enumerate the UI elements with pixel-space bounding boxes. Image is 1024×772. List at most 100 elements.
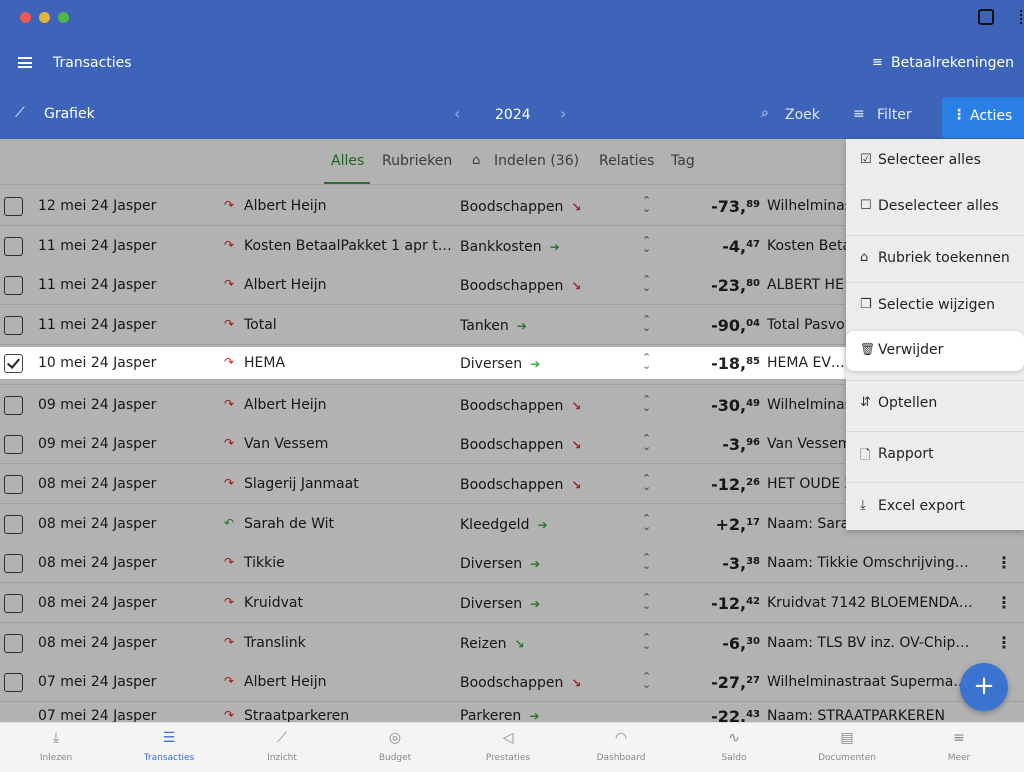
more-vertical-icon: ⋮ bbox=[952, 107, 966, 123]
trend-arrow-icon: ➔ bbox=[516, 319, 527, 333]
row-checkbox[interactable] bbox=[4, 396, 23, 415]
sort-icon[interactable]: ⌃⌄ bbox=[642, 234, 652, 255]
sort-icon[interactable]: ⌃⌄ bbox=[642, 472, 652, 493]
row-amount: -3,96 bbox=[722, 435, 760, 454]
expense-icon: ↷ bbox=[224, 674, 235, 688]
sort-icon[interactable]: ⌃⌄ bbox=[642, 273, 652, 294]
sort-icon[interactable]: ⌃⌄ bbox=[642, 670, 652, 691]
row-checkbox[interactable] bbox=[4, 634, 23, 653]
tab-categories[interactable]: Rubrieken bbox=[382, 153, 453, 169]
menu-item-excel-export[interactable]: ⤓ Excel export bbox=[860, 498, 965, 514]
row-checkbox[interactable] bbox=[4, 435, 23, 454]
nav-budget[interactable]: ◎ Budget bbox=[340, 729, 450, 763]
actions-button[interactable]: ⋮ Acties bbox=[942, 97, 1024, 138]
menu-item-sum[interactable]: ⇵ Optellen bbox=[860, 395, 938, 411]
sort-icon[interactable]: ⌃⌄ bbox=[642, 512, 652, 533]
table-row[interactable]: 08 mei 24 Jasper ↷ Translink Reizen ↘ ⌃ ⌄ -6,30… bbox=[0, 623, 1024, 663]
import-icon: ⤓ bbox=[52, 730, 60, 746]
row-date: 10 mei 24 Jasper bbox=[38, 355, 157, 371]
row-checkbox[interactable] bbox=[4, 554, 23, 573]
row-more-icon[interactable]: ⋮ bbox=[996, 633, 1012, 652]
menu-divider bbox=[846, 282, 1024, 283]
sort-icon[interactable]: ⌃⌄ bbox=[642, 432, 652, 453]
sort-icon[interactable]: ⌃⌄ bbox=[642, 194, 652, 215]
menu-item-deselect-all[interactable]: ☐ Deselecteer alles bbox=[860, 198, 999, 214]
row-checkbox[interactable] bbox=[4, 237, 23, 256]
row-date: 09 mei 24 Jasper bbox=[38, 397, 157, 413]
chart-icon[interactable]: ⟋ bbox=[15, 105, 25, 121]
table-row[interactable]: 07 mei 24 Jasper ↷ Straatparkeren Parker… bbox=[0, 702, 1024, 724]
menu-item-report[interactable]: 🗋 Rapport bbox=[846, 433, 1024, 477]
table-row[interactable]: 08 mei 24 Jasper ↷ Tikkie Diversen ➔ ⌃ ⌄ -3,38 N… bbox=[0, 543, 1024, 583]
previous-year-icon[interactable]: ‹ bbox=[454, 104, 461, 123]
nav-transactions[interactable]: ☰ Transacties bbox=[114, 729, 224, 763]
menu-icon[interactable] bbox=[18, 57, 32, 68]
row-date: 11 mei 24 Jasper bbox=[38, 238, 157, 254]
trend-arrow-icon: ↘ bbox=[571, 438, 582, 452]
extension-icon[interactable] bbox=[978, 9, 994, 25]
sort-icon[interactable]: ⌃⌄ bbox=[642, 591, 652, 612]
nav-import[interactable]: ⤓ Inlezen bbox=[1, 729, 111, 763]
close-window-button[interactable] bbox=[20, 12, 31, 23]
trend-arrow-icon: ➔ bbox=[530, 597, 541, 611]
nav-more[interactable]: ≡ Meer bbox=[904, 729, 1014, 763]
download-icon: ⤓ bbox=[860, 498, 866, 513]
sort-icon[interactable]: ⌃⌄ bbox=[642, 313, 652, 334]
expense-icon: ↷ bbox=[224, 277, 235, 291]
sort-icon[interactable]: ⌃⌄ bbox=[642, 631, 652, 652]
sort-icon[interactable]: ⌃⌄ bbox=[642, 351, 652, 372]
selected-row[interactable]: 10 mei 24 Jasper ↷ HEMA Diversen ➔ ⌃ ⌄ -18… bbox=[0, 347, 846, 379]
accounts-icon[interactable]: ≡ bbox=[872, 55, 883, 70]
row-checkbox[interactable] bbox=[4, 475, 23, 494]
tab-tag[interactable]: Tag bbox=[671, 153, 695, 169]
filter-icon[interactable]: ≡ bbox=[853, 106, 865, 122]
row-checkbox[interactable] bbox=[4, 354, 23, 373]
row-description: HEMA bbox=[244, 355, 286, 371]
row-checkbox[interactable] bbox=[4, 276, 23, 295]
next-year-icon[interactable]: › bbox=[560, 104, 567, 123]
menu-item-assign-category[interactable]: ⌂ Rubriek toekennen bbox=[860, 250, 1010, 266]
tab-relations[interactable]: Relaties bbox=[599, 153, 655, 169]
nav-documents[interactable]: ▤ Documenten bbox=[792, 729, 902, 763]
add-transaction-button[interactable]: + bbox=[960, 663, 1008, 711]
row-category: Boodschappen ↘ bbox=[460, 199, 582, 215]
menu-item-delete[interactable]: 🗑 Verwijder bbox=[846, 331, 1024, 371]
checkbox-empty-icon: ☐ bbox=[860, 198, 872, 213]
row-checkbox[interactable] bbox=[4, 594, 23, 613]
menu-item-select-all[interactable]: ☑ Selecteer alles bbox=[860, 152, 981, 168]
accounts-button[interactable]: Betaalrekeningen bbox=[891, 55, 1015, 71]
table-row[interactable]: 08 mei 24 Jasper ↷ Kruidvat Diversen ➔ ⌃ ⌄ -12,… bbox=[0, 583, 1024, 623]
row-date: 08 mei 24 Jasper bbox=[38, 595, 157, 611]
sort-arrows-icon: ⇵ bbox=[860, 395, 871, 410]
menu-item-edit-selection[interactable]: ❐ Selectie wijzigen bbox=[860, 297, 995, 313]
row-more-icon[interactable]: ⋮ bbox=[996, 593, 1012, 612]
minimize-window-button[interactable] bbox=[39, 12, 50, 23]
expense-icon: ↷ bbox=[224, 198, 235, 212]
chart-button[interactable]: Grafiek bbox=[44, 106, 95, 122]
nav-dashboard[interactable]: ◠ Dashboard bbox=[566, 729, 676, 763]
maximize-window-button[interactable] bbox=[58, 12, 69, 23]
filter-button[interactable]: Filter bbox=[877, 107, 912, 123]
search-icon[interactable]: ⌕ bbox=[761, 105, 769, 121]
expense-icon: ↷ bbox=[224, 555, 235, 569]
row-more-icon[interactable]: ⋮ bbox=[996, 553, 1012, 572]
row-checkbox[interactable] bbox=[4, 316, 23, 335]
tab-all[interactable]: Alles bbox=[331, 153, 365, 169]
nav-balance[interactable]: ∿ Saldo bbox=[679, 729, 789, 763]
row-amount: -4,47 bbox=[722, 237, 760, 256]
tab-classify[interactable]: Indelen (36) bbox=[494, 153, 580, 169]
table-row[interactable]: 07 mei 24 Jasper ↷ Albert Heijn Boodschappe… bbox=[0, 662, 1024, 702]
row-category: Kleedgeld ➔ bbox=[460, 517, 548, 533]
row-checkbox[interactable] bbox=[4, 197, 23, 216]
row-checkbox[interactable] bbox=[4, 673, 23, 692]
window-more-icon[interactable] bbox=[1020, 10, 1024, 24]
menu-divider bbox=[846, 431, 1024, 432]
nav-insight[interactable]: ⟋ Inzicht bbox=[227, 729, 337, 763]
sort-icon[interactable]: ⌃⌄ bbox=[642, 551, 652, 572]
expense-icon: ↷ bbox=[224, 397, 235, 411]
search-button[interactable]: Zoek bbox=[785, 107, 820, 123]
sort-icon[interactable]: ⌃⌄ bbox=[642, 393, 652, 414]
nav-performance[interactable]: ◁ Prestaties bbox=[453, 729, 563, 763]
row-checkbox[interactable] bbox=[4, 515, 23, 534]
row-amount: -12,42 bbox=[711, 594, 760, 613]
